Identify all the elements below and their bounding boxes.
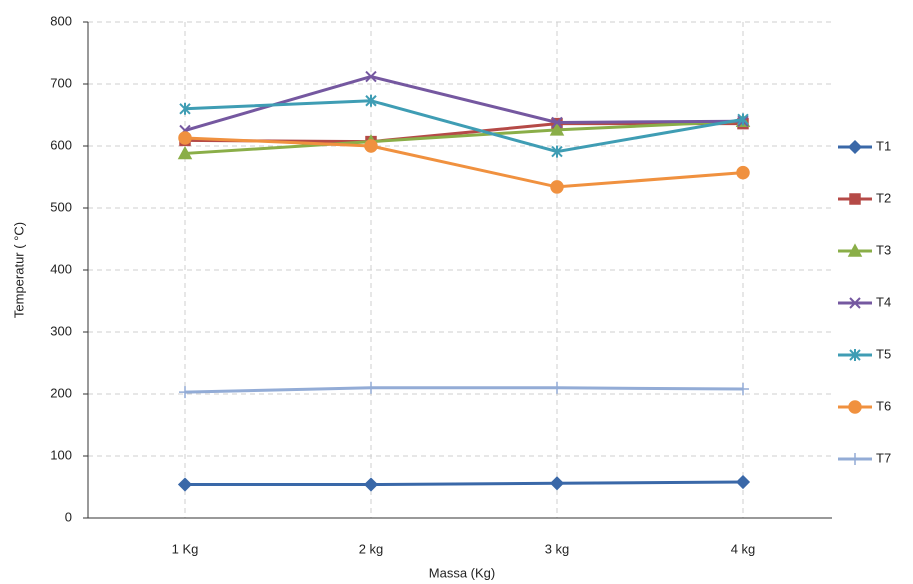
point <box>737 113 749 126</box>
legend-label: T1 <box>876 138 891 153</box>
y-tick-label: 600 <box>50 137 72 152</box>
point <box>365 94 377 107</box>
point <box>179 386 191 399</box>
point <box>551 381 563 394</box>
legend-marker <box>847 243 863 257</box>
point <box>550 180 564 194</box>
y-tick-label: 100 <box>50 447 72 462</box>
point <box>551 116 563 129</box>
legend-marker <box>849 297 861 309</box>
legend-label: T7 <box>876 450 891 465</box>
point <box>177 477 193 492</box>
legend-marker <box>849 453 861 465</box>
point <box>364 139 378 153</box>
point <box>365 70 377 83</box>
point <box>549 476 565 491</box>
series-line <box>184 75 744 132</box>
point <box>551 145 563 158</box>
x-tick-label: 3 kg <box>545 541 570 556</box>
x-tick-label: 1 Kg <box>172 541 199 556</box>
point <box>737 383 749 396</box>
point <box>736 165 750 180</box>
x-axis-title: Massa (Kg) <box>429 565 495 580</box>
legend-label: T5 <box>876 346 891 361</box>
point <box>177 145 193 160</box>
x-tick-label: 4 kg <box>731 541 756 556</box>
y-tick-label: 800 <box>50 13 72 28</box>
series-line <box>184 119 744 155</box>
legend-marker <box>847 139 863 155</box>
y-tick-label: 500 <box>50 199 72 214</box>
series-line <box>185 480 744 487</box>
y-axis-title: Temperatur ( °C) <box>11 222 26 318</box>
legend-marker <box>849 349 861 361</box>
x-tick-label: 2 kg <box>359 541 384 556</box>
point <box>735 474 751 490</box>
y-tick-label: 400 <box>50 261 72 276</box>
series-line <box>184 99 744 154</box>
point <box>363 477 379 492</box>
series-line <box>184 136 744 189</box>
series-line <box>184 386 744 394</box>
legend-label: T2 <box>876 190 891 205</box>
legend-label: T6 <box>876 398 891 413</box>
point <box>179 102 191 115</box>
y-tick-label: 200 <box>50 385 72 400</box>
legend-label: T4 <box>876 294 891 309</box>
point <box>178 131 192 145</box>
legend-marker <box>849 193 861 205</box>
legend-marker <box>848 400 862 414</box>
point <box>549 122 565 136</box>
y-tick-label: 0 <box>65 509 72 524</box>
y-tick-label: 700 <box>50 75 72 90</box>
legend-label: T3 <box>876 242 891 257</box>
point <box>365 381 377 394</box>
y-tick-label: 300 <box>50 323 72 338</box>
